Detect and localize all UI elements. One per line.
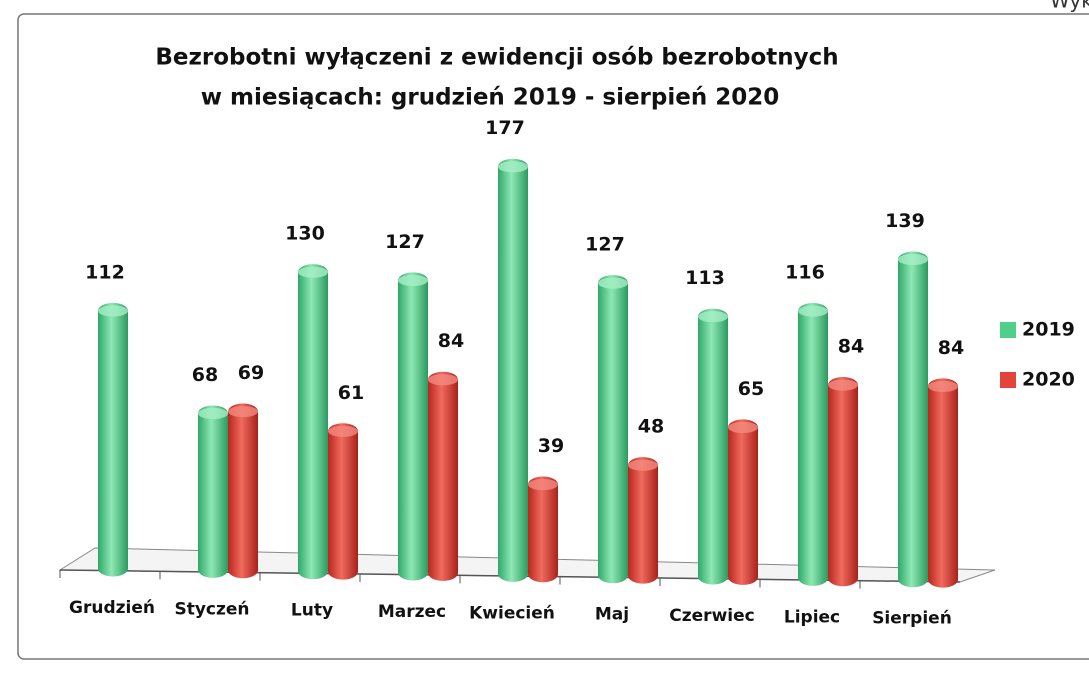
bar-top [428, 374, 458, 386]
bar-top [328, 425, 358, 437]
data-label: 39 [538, 435, 564, 457]
bar [628, 457, 658, 584]
data-label: 68 [192, 364, 218, 386]
bar-top [398, 274, 428, 287]
data-label: 84 [838, 336, 864, 358]
bar-top [98, 305, 128, 317]
legend-swatch [1000, 322, 1016, 338]
data-label: 116 [785, 262, 825, 284]
x-tick-label: Kwiecień [469, 603, 555, 623]
bar-top [528, 478, 558, 491]
bar [928, 378, 958, 588]
bar [398, 272, 428, 581]
x-tick-label: Sierpień [872, 609, 952, 629]
data-label: 84 [438, 330, 464, 352]
data-label: 84 [938, 337, 964, 359]
x-tick-label: Maj [595, 605, 629, 625]
page-label: Wykres [1050, 0, 1089, 13]
bar-top [728, 421, 758, 434]
chart-title: w miesiącach: grudzień 2019 - sierpień 2… [201, 85, 780, 111]
bar-top [198, 407, 228, 420]
data-label: 113 [685, 267, 725, 289]
x-tick-label: Czerwiec [669, 606, 754, 626]
bar [198, 405, 228, 578]
bar [98, 302, 128, 577]
x-tick-label: Marzec [378, 602, 446, 622]
bar [598, 275, 628, 584]
bar [698, 308, 728, 585]
bar [428, 371, 458, 581]
bar-top [498, 161, 528, 173]
bar [728, 419, 758, 585]
bar [328, 423, 358, 580]
bar-top [628, 459, 658, 471]
data-label: 127 [585, 234, 625, 256]
bar [298, 264, 328, 580]
x-tick-label: Styczeń [174, 599, 249, 619]
data-label: 130 [285, 223, 325, 245]
data-label: 127 [385, 231, 425, 253]
legend-label: 2020 [1022, 369, 1075, 391]
bar-top [798, 305, 828, 317]
bar-top [228, 405, 258, 418]
data-label: 61 [338, 382, 364, 404]
x-tick-label: Luty [291, 601, 333, 621]
data-label: 65 [738, 378, 764, 400]
bar-top [928, 380, 958, 392]
bar [828, 377, 858, 587]
bar [528, 476, 558, 583]
bar-top [698, 311, 728, 323]
chart-frame [17, 13, 1089, 660]
x-tick-label: Lipiec [784, 607, 840, 627]
data-label: 69 [238, 362, 264, 384]
data-label: 112 [85, 261, 125, 283]
bar-top [298, 266, 328, 278]
data-label: 139 [885, 210, 925, 232]
x-tick-label: Grudzień [69, 598, 155, 618]
bar [498, 158, 528, 582]
legend-label: 2019 [1022, 319, 1075, 341]
bar-top [898, 253, 928, 266]
chart-title: Bezrobotni wyłączeni z ewidencji osób be… [155, 45, 838, 71]
data-label: 48 [638, 416, 664, 438]
bar [898, 251, 928, 588]
bar [228, 403, 258, 579]
legend-swatch [1000, 372, 1016, 388]
bar [798, 303, 828, 586]
bar-top [598, 277, 628, 289]
bar-top [828, 379, 858, 391]
data-label: 177 [485, 117, 525, 139]
